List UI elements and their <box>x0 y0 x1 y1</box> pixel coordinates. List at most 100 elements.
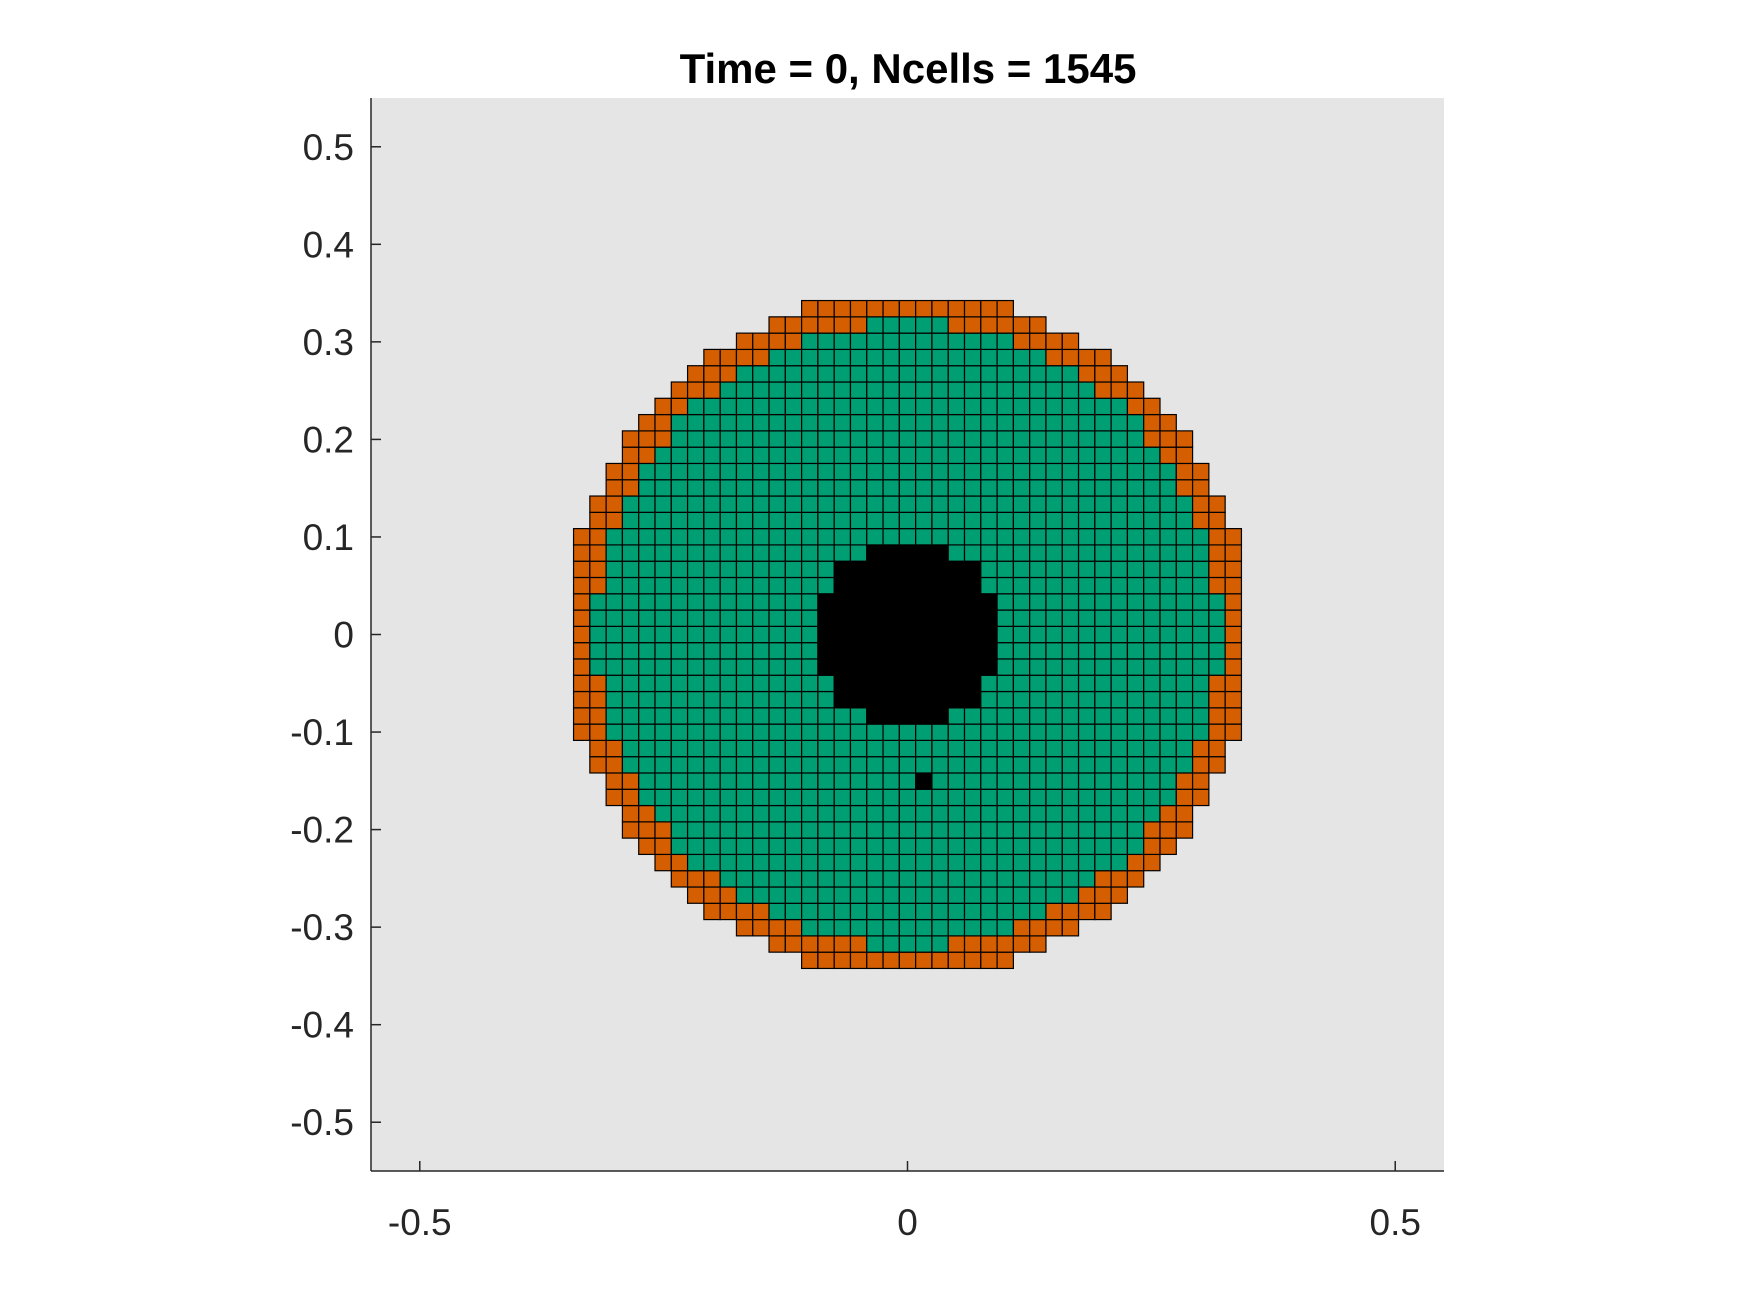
cell-interior <box>654 609 672 627</box>
cell-interior <box>1175 560 1194 579</box>
cell-interior <box>735 528 754 546</box>
cell-interior <box>1110 544 1129 562</box>
cell-interior <box>996 625 1014 644</box>
cell-interior <box>686 479 705 497</box>
cell-interior <box>670 495 689 513</box>
cell-interior <box>1045 479 1063 497</box>
cell-interior <box>752 560 770 579</box>
cell-interior <box>1077 804 1096 823</box>
cell-interior <box>1175 625 1194 644</box>
cell-void <box>931 674 949 693</box>
cell-boundary <box>963 935 982 953</box>
cell-interior <box>638 544 656 562</box>
cell-interior <box>1061 690 1080 709</box>
cell-interior <box>801 446 819 465</box>
cell-interior <box>817 918 835 937</box>
cell-interior <box>1077 642 1096 660</box>
cell-interior <box>703 756 721 774</box>
cell-interior <box>1012 739 1031 758</box>
cell-interior <box>833 756 852 774</box>
cell-boundary <box>768 935 786 953</box>
cell-boundary <box>572 707 591 725</box>
cell-boundary <box>898 951 917 970</box>
cell-interior <box>947 886 966 904</box>
cell-interior <box>735 365 754 383</box>
cell-interior <box>1061 707 1080 725</box>
cell-interior <box>638 658 656 676</box>
cell-interior <box>1029 690 1047 709</box>
cell-interior <box>866 528 884 546</box>
cell-interior <box>719 462 738 481</box>
cell-interior <box>1012 853 1031 872</box>
cell-boundary <box>572 625 591 644</box>
cell-interior <box>1061 723 1080 741</box>
cell-interior <box>947 707 966 725</box>
cell-interior <box>735 495 754 513</box>
cell-interior <box>1061 886 1080 904</box>
cell-interior <box>1077 609 1096 627</box>
cell-interior <box>1159 756 1177 774</box>
cell-interior <box>898 739 917 758</box>
cell-void <box>980 658 998 676</box>
cell-interior <box>849 821 868 839</box>
cell-interior <box>1094 756 1112 774</box>
cell-void <box>849 576 868 595</box>
cell-interior <box>752 772 770 790</box>
cell-interior <box>719 642 738 660</box>
cell-boundary <box>1094 381 1112 399</box>
cell-interior <box>621 544 640 562</box>
cell-interior <box>1159 690 1177 709</box>
cell-interior <box>931 837 949 856</box>
cell-boundary <box>1224 528 1243 546</box>
cell-interior <box>735 772 754 790</box>
cell-interior <box>866 821 884 839</box>
cell-interior <box>849 446 868 465</box>
cell-boundary <box>589 560 607 579</box>
cell-interior <box>963 381 982 399</box>
cell-interior <box>654 576 672 595</box>
cell-interior <box>996 690 1014 709</box>
cell-interior <box>963 772 982 790</box>
cell-interior <box>1143 609 1161 627</box>
cell-interior <box>882 902 900 921</box>
cell-interior <box>849 772 868 790</box>
cell-interior <box>735 658 754 676</box>
cell-boundary <box>801 316 819 334</box>
cell-interior <box>768 576 786 595</box>
cell-interior <box>752 756 770 774</box>
cell-void <box>849 658 868 676</box>
cell-interior <box>1012 902 1031 921</box>
cell-boundary <box>915 951 933 970</box>
cell-boundary <box>1029 316 1047 334</box>
cell-void <box>833 658 852 676</box>
cell-interior <box>686 576 705 595</box>
cell-interior <box>638 690 656 709</box>
cell-interior <box>638 739 656 758</box>
cell-interior <box>1061 853 1080 872</box>
cell-interior <box>703 690 721 709</box>
cell-void <box>915 690 933 709</box>
cell-interior <box>801 837 819 856</box>
cell-interior <box>735 479 754 497</box>
cell-interior <box>1045 690 1063 709</box>
cell-interior <box>1110 462 1129 481</box>
cell-boundary <box>833 935 852 953</box>
cell-interior <box>1175 756 1194 774</box>
cell-interior <box>703 723 721 741</box>
cell-interior <box>735 707 754 725</box>
cell-interior <box>963 511 982 530</box>
cell-interior <box>784 674 803 693</box>
cell-interior <box>768 446 786 465</box>
cell-interior <box>605 690 624 709</box>
cell-interior <box>1159 511 1177 530</box>
cell-void <box>882 576 900 595</box>
cell-interior <box>898 381 917 399</box>
cell-void <box>833 642 852 660</box>
cell-interior <box>686 707 705 725</box>
cell-interior <box>638 576 656 595</box>
y-tick-label: -0.2 <box>290 810 354 851</box>
cell-interior <box>768 772 786 790</box>
cell-void <box>980 609 998 627</box>
cell-interior <box>719 821 738 839</box>
cell-interior <box>801 625 819 644</box>
